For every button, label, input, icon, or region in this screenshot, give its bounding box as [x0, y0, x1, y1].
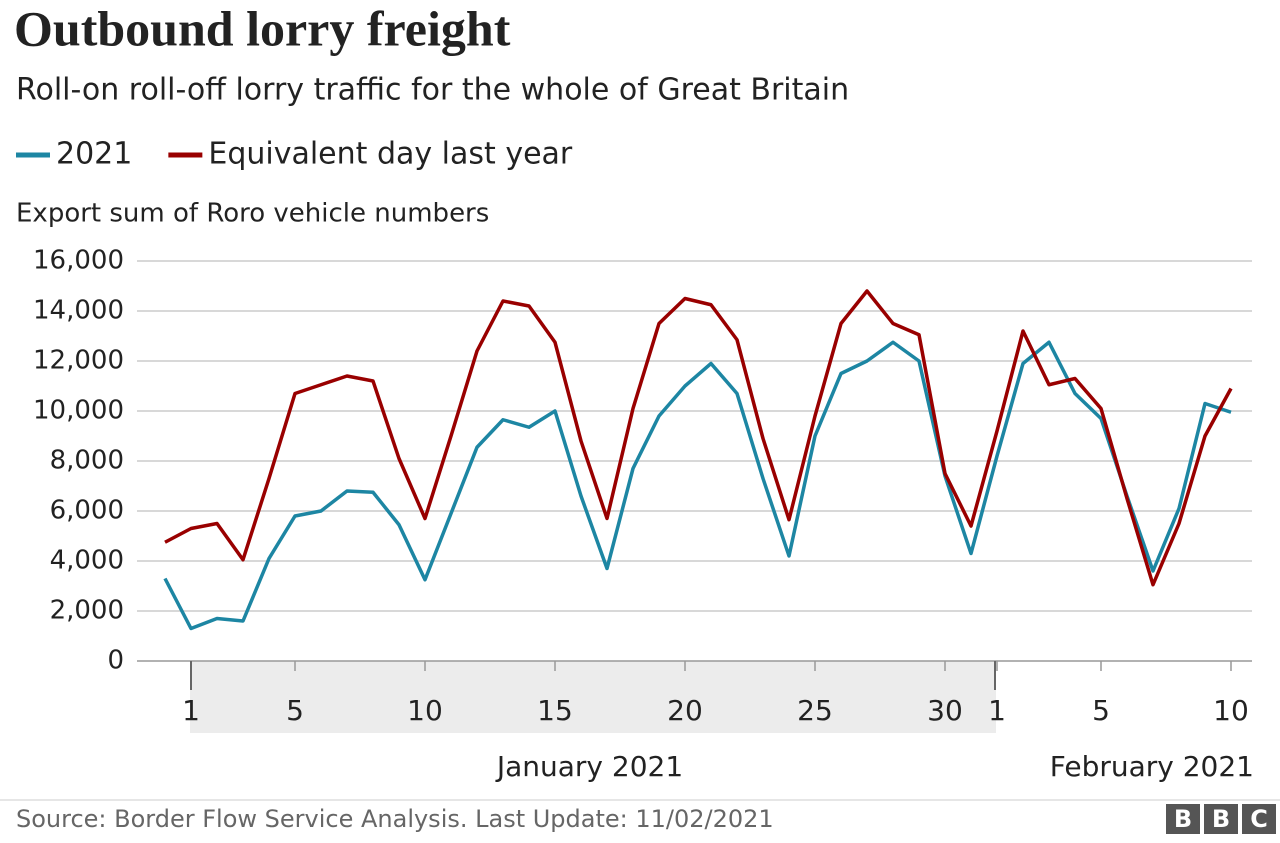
x-tick-label: 10: [407, 694, 443, 727]
logo-box: [1166, 804, 1200, 834]
month-label: January 2021: [495, 750, 683, 783]
series-line: [163, 340, 1232, 631]
chart-subtitle: Roll-on roll-off lorry traffic for the w…: [16, 73, 849, 108]
legend-label: 2021: [56, 137, 132, 172]
y-tick-label: 4,000: [50, 546, 124, 576]
logo-box: [1242, 804, 1276, 834]
axis-label: Export sum of Roro vehicle numbers: [16, 199, 489, 229]
month-band: [190, 661, 996, 733]
logo-letter: B: [1174, 805, 1192, 833]
month-label: February 2021: [1050, 750, 1254, 783]
x-tick-label: 30: [927, 694, 963, 727]
y-tick-label: 2,000: [50, 596, 124, 626]
source: Source: Border Flow Service Analysis. La…: [16, 805, 774, 833]
chart-title: Outbound lorry freight: [14, 0, 511, 56]
logo-letter: B: [1212, 805, 1230, 833]
x-tick-label: 20: [667, 694, 703, 727]
x-tick-label: 10: [1213, 694, 1249, 727]
y-tick-label: 6,000: [50, 496, 124, 526]
x-tick-label: 5: [1092, 694, 1110, 727]
x-tick-label: 25: [797, 694, 833, 727]
y-tick-label: 14,000: [33, 296, 124, 326]
y-tick-label: 0: [107, 646, 124, 676]
y-tick-label: 10,000: [33, 396, 124, 426]
x-tick-label: 5: [286, 694, 304, 727]
logo-letter: C: [1250, 805, 1268, 833]
y-tick-label: 12,000: [33, 346, 124, 376]
y-tick-label: 8,000: [50, 446, 124, 476]
x-tick-label: 15: [537, 694, 573, 727]
x-tick-label: 1: [182, 694, 200, 727]
y-tick-label: 16,000: [33, 246, 124, 276]
logo-box: [1204, 804, 1238, 834]
x-tick-label: 1: [988, 694, 1006, 727]
series-line: [164, 289, 1233, 587]
legend-label: Equivalent day last year: [208, 137, 573, 172]
